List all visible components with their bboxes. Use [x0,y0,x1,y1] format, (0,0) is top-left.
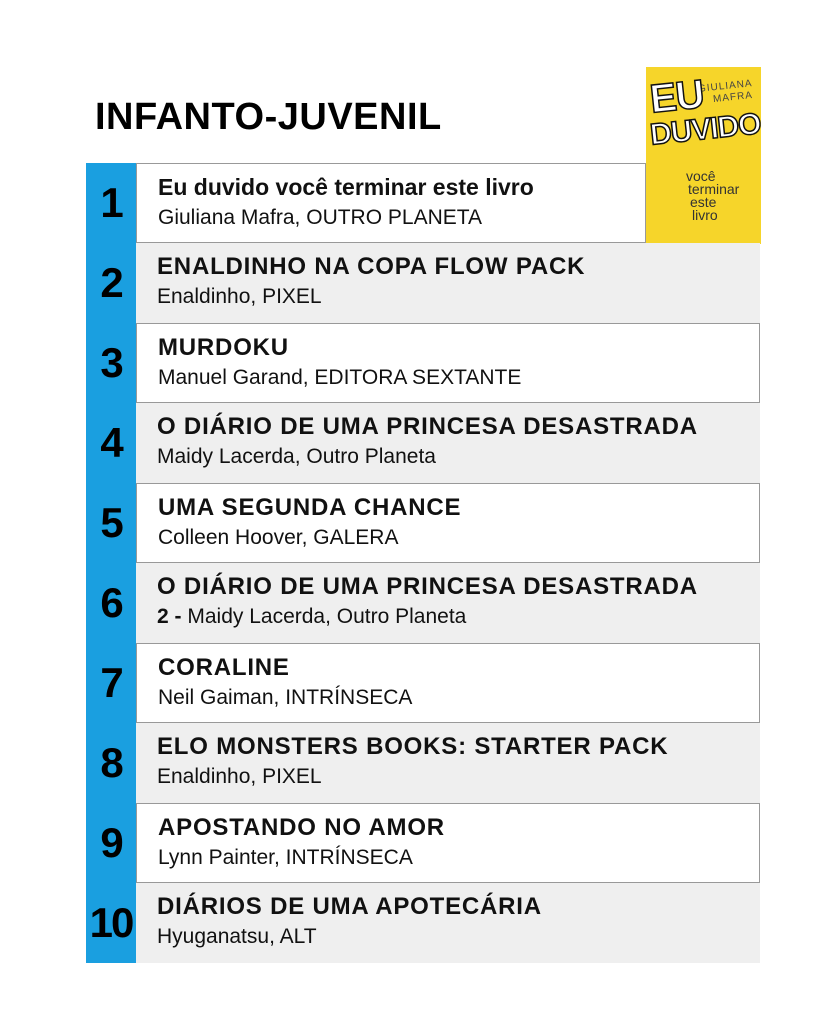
list-row: Eu duvido você terminar este livro Giulia… [136,163,646,243]
book-detail: Neil Gaiman, INTRÍNSECA [158,686,412,710]
list-row: MURDOKU Manuel Garand, EDITORA SEXTANTE [136,323,760,403]
rank-number: 4 [86,403,136,483]
rank-number: 2 [86,243,136,323]
book-cover: GIULIANA MAFRA EU DUVIDO você terminar este liv… [646,67,761,244]
rank-number: 8 [86,723,136,803]
book-detail: Manuel Garand, EDITORA SEXTANTE [158,366,521,390]
rank-number: 7 [86,643,136,723]
author-publisher: Manuel Garand, EDITORA SEXTANTE [158,366,522,389]
list-row: O DIÁRIO DE UMA PRINCESA DESASTRADA Maidy… [136,403,760,483]
book-title: ELO MONSTERS BOOKS: STARTER PACK [157,733,669,760]
book-title: MURDOKU [158,334,289,361]
section-title: INFANTO-JUVENIL [95,96,442,138]
book-detail: Enaldinho, PIXEL [157,765,322,789]
author-publisher: Hyuganatsu, ALT [157,925,317,948]
book-detail: Lynn Painter, INTRÍNSECA [158,846,413,870]
author-publisher: Maidy Lacerda, Outro Planeta [157,445,436,468]
author-publisher: Neil Gaiman, INTRÍNSECA [158,686,413,709]
list-row: ELO MONSTERS BOOKS: STARTER PACK Enaldinh… [136,723,760,803]
cover-subtitle: este [690,194,717,210]
author-publisher: Lynn Painter, INTRÍNSECA [158,846,413,869]
list-row: DIÁRIOS DE UMA APOTECÁRIA Hyuganatsu, ALT [136,883,760,963]
author-publisher: Colleen Hoover, GALERA [158,526,399,549]
book-detail: Enaldinho, PIXEL [157,285,322,309]
book-title: DIÁRIOS DE UMA APOTECÁRIA [157,893,542,920]
book-detail: Colleen Hoover, GALERA [158,526,398,550]
rank-number: 1 [86,163,136,243]
book-detail: Maidy Lacerda, Outro Planeta [157,445,436,469]
cover-subtitle: terminar [688,181,740,197]
cover-subtitle: você [686,168,716,184]
book-title: UMA SEGUNDA CHANCE [158,494,462,521]
rank-number: 6 [86,563,136,643]
book-title: ENALDINHO NA COPA FLOW PACK [157,253,586,280]
list-row: ENALDINHO NA COPA FLOW PACK Enaldinho, PI… [136,243,760,323]
rank-number: 5 [86,483,136,563]
book-detail: Giuliana Mafra, OUTRO PLANETA [158,206,482,230]
author-publisher: Enaldinho, PIXEL [157,765,322,788]
list-row: O DIÁRIO DE UMA PRINCESA DESASTRADA 2 - M… [136,563,760,643]
list-row: APOSTANDO NO AMOR Lynn Painter, INTRÍNSEC… [136,803,760,883]
detail-prefix: 2 - [157,605,182,628]
cover-subtitle: livro [692,207,718,223]
rank-number: 10 [86,883,136,963]
book-title: O DIÁRIO DE UMA PRINCESA DESASTRADA [157,413,698,440]
author-publisher: Giuliana Mafra, OUTRO PLANETA [158,206,483,229]
book-title: O DIÁRIO DE UMA PRINCESA DESASTRADA [157,573,698,600]
book-title: APOSTANDO NO AMOR [158,814,445,841]
rank-number: 3 [86,323,136,403]
book-detail: 2 - Maidy Lacerda, Outro Planeta [157,605,466,629]
book-title: Eu duvido você terminar este livro [158,174,534,200]
rank-number: 9 [86,803,136,883]
book-detail: Hyuganatsu, ALT [157,925,317,949]
list-row: CORALINE Neil Gaiman, INTRÍNSECA [136,643,760,723]
book-title: CORALINE [158,654,290,681]
author-publisher: Enaldinho, PIXEL [157,285,322,308]
list-row: UMA SEGUNDA CHANCE Colleen Hoover, GALERA [136,483,760,563]
author-publisher: Maidy Lacerda, Outro Planeta [187,605,467,628]
